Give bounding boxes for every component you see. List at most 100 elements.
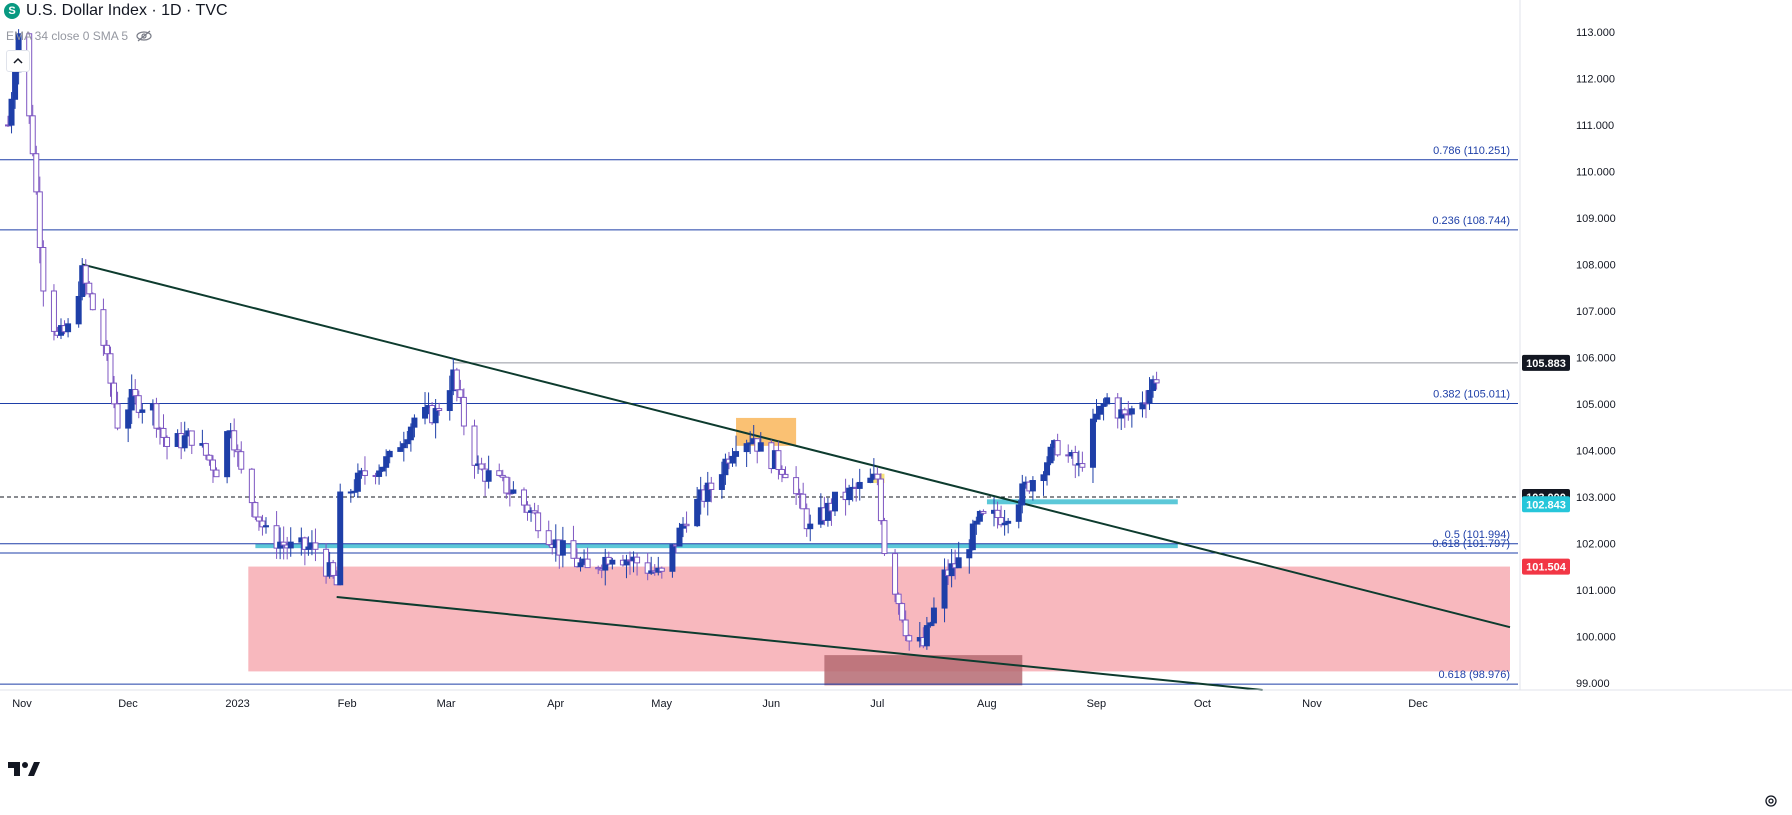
candle	[531, 502, 538, 515]
candle	[248, 467, 255, 517]
candle	[457, 379, 464, 403]
candle	[128, 374, 135, 424]
candle	[669, 543, 676, 578]
candle	[26, 32, 33, 124]
candle	[1001, 509, 1008, 536]
x-tick-label: Nov	[12, 698, 32, 710]
candle	[379, 466, 386, 472]
candle	[577, 556, 584, 572]
candle	[867, 468, 874, 484]
candle	[973, 516, 980, 535]
candle	[807, 514, 814, 542]
candle	[280, 526, 287, 560]
x-tick-label: Apr	[547, 698, 564, 710]
candle	[729, 447, 736, 467]
candle	[238, 441, 245, 474]
y-tick-label: 107.000	[1576, 306, 1616, 318]
candle	[1044, 456, 1051, 486]
y-tick-label: 106.000	[1576, 352, 1616, 364]
candle	[33, 145, 40, 195]
candle	[778, 465, 785, 483]
chart-title[interactable]: U.S. Dollar Index · 1D · TVC	[26, 2, 228, 19]
candle	[153, 397, 160, 438]
y-tick-label: 103.000	[1576, 492, 1616, 504]
candle	[980, 509, 987, 516]
candle	[584, 547, 591, 569]
candle	[676, 522, 683, 547]
candle	[478, 457, 485, 471]
candle	[1015, 499, 1022, 529]
candle	[683, 511, 690, 533]
candle	[906, 634, 913, 651]
candle	[107, 346, 114, 397]
candle	[312, 528, 319, 562]
candle	[100, 298, 107, 356]
zones-layer	[248, 417, 1510, 686]
fib-level-label: 0.618 (101.797)	[1432, 538, 1510, 550]
candle	[1128, 405, 1135, 428]
candle	[1139, 391, 1146, 418]
candle	[404, 431, 411, 449]
candle	[351, 479, 358, 497]
candle	[65, 318, 72, 338]
candle	[255, 516, 262, 531]
indicator-legend[interactable]: EMA 34 close 0 SMA 5	[6, 29, 152, 43]
candle	[376, 464, 383, 485]
cyan-zone	[986, 499, 1178, 505]
candle	[902, 610, 909, 642]
candle	[1029, 476, 1036, 501]
candle	[1153, 371, 1160, 390]
trendlines-layer	[81, 263, 1511, 691]
candle	[8, 92, 15, 134]
fib-level-label: 0.618 (98.976)	[1438, 669, 1510, 681]
candle	[722, 453, 729, 485]
last-price-tag	[1522, 354, 1570, 371]
red-zone	[248, 566, 1510, 672]
symbol-badge[interactable]: S	[4, 3, 20, 19]
candle	[1093, 399, 1100, 423]
candle	[966, 539, 973, 574]
candle	[206, 454, 213, 466]
candle	[82, 259, 89, 296]
y-tick-label: 108.000	[1576, 259, 1616, 271]
candle	[50, 284, 57, 341]
last-price-label: 105.883	[1526, 358, 1566, 370]
candle	[496, 463, 503, 477]
y-tick-label: 112.000	[1576, 73, 1615, 85]
candle	[305, 536, 312, 556]
candle	[998, 505, 1005, 528]
candle	[471, 419, 478, 479]
candle	[259, 514, 266, 536]
candle	[892, 549, 899, 603]
dark-red-zone	[824, 655, 1023, 686]
candles-layer	[5, 29, 1160, 651]
red-price-tag	[1522, 558, 1570, 575]
y-tick-label: 113.000	[1576, 27, 1615, 39]
candle	[40, 240, 47, 307]
candle	[132, 379, 139, 405]
candle	[1047, 443, 1054, 466]
fib-level-label: 0.786 (110.251)	[1433, 145, 1510, 157]
axes-layer: 99.000 100.000 101.000 102.000 103.000 104.00…	[0, 0, 1792, 710]
candle	[704, 471, 711, 516]
eye-hidden-icon[interactable]	[136, 30, 152, 42]
candle	[503, 476, 510, 499]
candle	[453, 367, 460, 402]
y-tick-label: 109.000	[1576, 213, 1616, 225]
y-tick-label: 99.000	[1576, 678, 1610, 690]
candle	[1072, 445, 1079, 479]
collapse-legend-button[interactable]	[6, 50, 30, 72]
x-tick-label: Feb	[338, 698, 357, 710]
x-tick-label: Aug	[977, 698, 997, 710]
candle	[634, 553, 641, 576]
candle	[86, 281, 93, 298]
indicator-label: EMA 34 close 0 SMA 5	[6, 29, 129, 43]
candle	[231, 418, 238, 458]
y-tick-label: 111.000	[1576, 120, 1614, 132]
candle	[718, 461, 725, 499]
candle	[955, 541, 962, 569]
candle	[330, 559, 337, 579]
tradingview-logo-icon[interactable]	[8, 760, 40, 778]
gear-icon[interactable]	[1764, 794, 1778, 808]
